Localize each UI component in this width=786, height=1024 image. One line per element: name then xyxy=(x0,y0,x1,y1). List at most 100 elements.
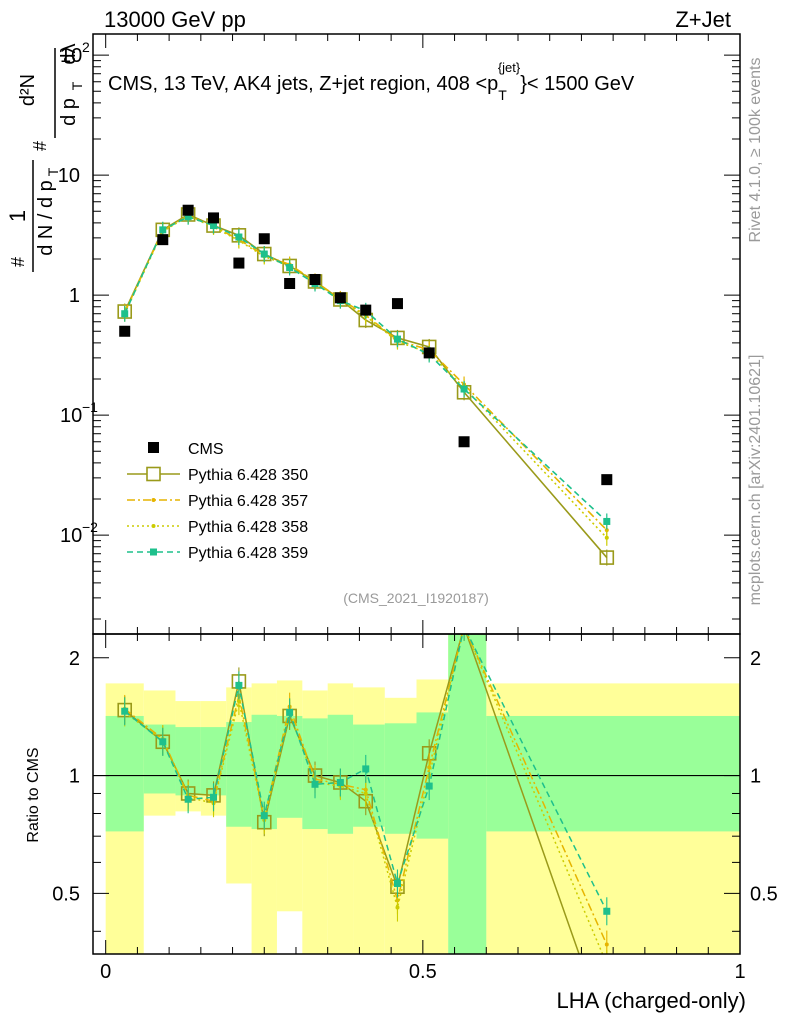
title-superscript: {jet} xyxy=(498,60,521,75)
ratio-uncertainty-bands xyxy=(105,634,740,954)
ratio-point-359 xyxy=(393,879,401,887)
y-tick-exponent: 2 xyxy=(82,39,90,55)
green-band-bin xyxy=(105,715,144,832)
main-point-359 xyxy=(286,263,294,271)
ratio-point-359 xyxy=(336,779,344,787)
legend-label: Pythia 6.428 359 xyxy=(188,545,308,562)
legend-entry-0: CMS xyxy=(148,441,224,458)
ratio-point-359 xyxy=(121,707,129,715)
main-point-359 xyxy=(260,250,268,258)
main-point-359 xyxy=(460,385,468,393)
ratio-y-tick-label-right: 1 xyxy=(750,766,761,788)
main-title: CMS, 13 TeV, AK4 jets, Z+jet region, 408… xyxy=(108,60,635,103)
ratio-point-350 xyxy=(456,634,472,635)
ratio-y-tick-label-right: 0.5 xyxy=(750,883,778,905)
ratio-point xyxy=(604,942,609,947)
main-point-359 xyxy=(393,335,401,343)
rivet-version-label: Rivet 4.1.0, ≥ 100k events xyxy=(747,58,764,243)
main-ylabel: 1 d N / d p T # d²N d p T dλ # xyxy=(5,43,85,272)
ratio-series-layer xyxy=(117,623,611,966)
green-band-bin xyxy=(486,715,740,832)
ratio-point-359 xyxy=(184,795,192,803)
main-point-359 xyxy=(121,310,129,318)
legend-label: Pythia 6.428 357 xyxy=(188,493,308,510)
main-point-359 xyxy=(235,233,243,241)
y-tick-label: 1 xyxy=(69,285,80,307)
ratio-point xyxy=(462,625,466,629)
ratio-plot-frame xyxy=(92,633,741,955)
title-main: CMS, 13 TeV, AK4 jets, Z+jet region, 408… xyxy=(108,73,498,95)
ylabel-d2N: d²N xyxy=(17,74,39,106)
green-band-bin xyxy=(448,634,487,954)
cms-data-point xyxy=(601,474,613,486)
ratio-point-359 xyxy=(425,782,433,790)
legend-marker xyxy=(146,466,161,482)
axis-ticks xyxy=(93,34,741,954)
svg-text:CMS, 13 TeV, AK4 jets, Z+jet r: CMS, 13 TeV, AK4 jets, Z+jet region, 408… xyxy=(108,60,635,103)
ratio-point-359 xyxy=(159,738,167,746)
cms-data-point xyxy=(233,257,245,269)
main-point-359 xyxy=(603,517,611,525)
ratio-y-tick-label-right: 2 xyxy=(750,648,761,670)
legend-marker xyxy=(151,498,156,502)
cms-data-point xyxy=(458,436,470,448)
header-process: Z+Jet xyxy=(675,7,731,32)
ylabel-one: 1 xyxy=(5,210,30,222)
legend-label: Pythia 6.428 358 xyxy=(188,519,308,536)
cms-data-point xyxy=(208,212,220,224)
ratio-point-359 xyxy=(311,780,319,788)
green-band-bin xyxy=(276,715,303,818)
ylabel-subscript-T1: T xyxy=(45,167,61,176)
y-tick-label: 10 xyxy=(60,405,82,427)
cms-data-point xyxy=(157,234,169,246)
ratio-line-series-1 xyxy=(124,634,608,945)
legend-entry-3: Pythia 6.428 358 xyxy=(127,519,308,536)
analysis-id-watermark: (CMS_2021_I1920187) xyxy=(343,590,489,606)
y-tick-label: 10 xyxy=(60,525,82,547)
ylabel-dlambda: dλ xyxy=(58,43,80,64)
ratio-point-359 xyxy=(235,681,243,689)
title-tail: }< 1500 GeV xyxy=(520,73,635,95)
legend-entry-4: Pythia 6.428 359 xyxy=(127,545,308,562)
legend-marker xyxy=(151,524,156,528)
x-tick-label: 0.5 xyxy=(409,961,437,983)
x-tick-label: 1 xyxy=(734,961,745,983)
main-series-layer xyxy=(117,204,615,566)
main-line-series-1 xyxy=(123,213,608,559)
ratio-point xyxy=(605,962,609,966)
cms-data-point xyxy=(119,325,131,337)
main-line-series-3 xyxy=(123,215,608,539)
ylabel-subscript-T2: T xyxy=(69,81,85,90)
ylabel-hash-1: # xyxy=(8,257,28,267)
legend-entry-1: Pythia 6.428 350 xyxy=(127,466,308,484)
ratio-y-tick-label-left: 2 xyxy=(69,648,80,670)
y-tick-label: 10 xyxy=(58,165,80,187)
cms-data-point xyxy=(334,292,346,304)
cms-data-point xyxy=(391,298,403,310)
y-tick-exponent: −1 xyxy=(82,399,98,415)
ratio-line-series-2 xyxy=(124,634,604,954)
main-point-350 xyxy=(599,550,615,565)
ratio-line-series-3 xyxy=(124,634,608,912)
green-band-bin xyxy=(226,722,252,827)
cms-data-point xyxy=(258,233,270,245)
title-subscript: T xyxy=(498,87,507,103)
legend-marker-cms xyxy=(148,442,159,453)
ratio-point-359 xyxy=(210,793,218,801)
cms-data-point xyxy=(309,273,321,285)
y-tick-exponent: −2 xyxy=(82,519,98,535)
ratio-point-359 xyxy=(461,623,468,630)
cms-data-point xyxy=(360,304,372,316)
ratio-point-359 xyxy=(362,765,370,773)
green-band-bin xyxy=(384,723,417,834)
ratio-y-tick-label-left: 1 xyxy=(69,766,80,788)
x-tick-label: 0 xyxy=(100,961,111,983)
cms-data-point xyxy=(284,278,296,290)
main-point-359 xyxy=(184,213,192,221)
mcplots-label: mcplots.cern.ch [arXiv:2401.10621] xyxy=(747,355,764,606)
y-tick-label: 10 xyxy=(60,45,82,67)
header-energy: 13000 GeV pp xyxy=(104,7,246,32)
cms-data-point xyxy=(423,347,435,359)
